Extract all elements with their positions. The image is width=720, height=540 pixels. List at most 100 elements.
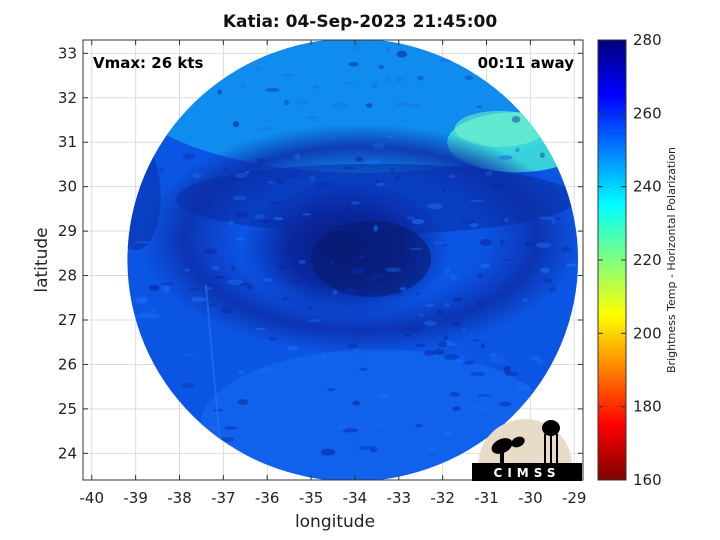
- texture-speck: [476, 105, 482, 108]
- texture-speck: [348, 342, 358, 349]
- texture-speck: [305, 307, 315, 310]
- texture-speck: [479, 263, 491, 268]
- texture-speck: [203, 248, 218, 255]
- texture-speck: [409, 326, 423, 333]
- texture-speck: [565, 263, 578, 267]
- texture-speck: [504, 218, 509, 223]
- texture-speck: [211, 424, 220, 431]
- texture-speck: [254, 213, 266, 220]
- texture-speck: [267, 180, 278, 184]
- texture-speck: [479, 239, 493, 246]
- texture-speck: [365, 159, 382, 165]
- texture-speck: [461, 328, 467, 332]
- y-tick-label: 29: [58, 222, 77, 240]
- texture-speck: [302, 213, 311, 216]
- texture-speck: [281, 296, 289, 301]
- swath-detail: [127, 40, 579, 480]
- y-tick-label: 27: [58, 311, 77, 329]
- texture-speck: [360, 378, 375, 381]
- texture-speck: [338, 424, 347, 431]
- texture-speck: [239, 82, 246, 89]
- texture-speck: [375, 179, 381, 186]
- warm-region-core: [454, 110, 545, 147]
- texture-speck: [184, 268, 190, 272]
- texture-speck: [452, 406, 461, 411]
- texture-speck: [396, 50, 408, 58]
- texture-speck: [316, 182, 331, 187]
- texture-speck: [244, 171, 250, 174]
- texture-speck: [452, 321, 462, 328]
- texture-speck: [343, 167, 356, 170]
- texture-speck: [237, 282, 252, 286]
- texture-speck: [320, 448, 336, 456]
- axes-box: [82, 39, 584, 481]
- texture-speck: [426, 446, 438, 452]
- texture-speck: [423, 350, 436, 356]
- storm-eye: [311, 220, 432, 297]
- texture-speck: [360, 204, 366, 208]
- texture-speck: [406, 216, 416, 220]
- texture-speck: [330, 134, 336, 139]
- texture-speck: [352, 400, 361, 406]
- texture-speck: [294, 153, 301, 161]
- texture-speck: [254, 327, 266, 330]
- x-tick-label: -36: [255, 489, 280, 507]
- texture-speck: [350, 201, 360, 205]
- texture-speck: [485, 171, 493, 176]
- texture-speck: [135, 297, 149, 304]
- colorbar-tick-label: 180: [633, 398, 662, 416]
- texture-speck: [444, 354, 459, 360]
- texture-speck: [230, 265, 236, 272]
- y-tick-label: 33: [58, 44, 77, 62]
- texture-speck: [471, 406, 480, 409]
- texture-speck: [415, 424, 423, 427]
- texture-speck: [257, 158, 265, 165]
- colorbar-tick-label: 220: [633, 251, 662, 269]
- texture-speck: [498, 155, 513, 160]
- texture-speck: [223, 167, 229, 172]
- texture-speck: [304, 426, 315, 431]
- texture-speck: [192, 172, 202, 179]
- texture-speck: [227, 279, 243, 286]
- texture-speck: [407, 326, 413, 331]
- texture-speck: [443, 302, 450, 308]
- cimss-logo: CIMSS: [472, 419, 582, 481]
- logo-banner: [472, 463, 582, 481]
- texture-speck: [538, 216, 554, 220]
- x-tick-label: -33: [387, 489, 412, 507]
- texture-speck: [372, 142, 385, 150]
- texture-speck: [344, 81, 356, 84]
- logo-water-tower: [542, 420, 560, 464]
- texture-speck: [461, 219, 476, 225]
- texture-speck: [469, 200, 485, 203]
- x-tick-label: -38: [167, 489, 192, 507]
- y-tick-label: 26: [58, 355, 77, 373]
- texture-speck: [515, 384, 530, 391]
- texture-speck: [213, 275, 225, 279]
- texture-speck: [417, 76, 424, 81]
- texture-speck: [210, 265, 220, 271]
- texture-speck: [539, 152, 545, 159]
- texture-speck: [273, 216, 284, 221]
- texture-speck: [480, 407, 493, 410]
- texture-speck: [234, 172, 248, 179]
- texture-speck: [414, 292, 421, 295]
- texture-speck: [283, 173, 300, 178]
- texture-speck: [296, 99, 309, 106]
- texture-speck: [262, 278, 273, 283]
- texture-speck: [360, 128, 368, 131]
- texture-speck: [535, 242, 551, 248]
- y-tick-label: 32: [58, 89, 77, 107]
- texture-speck: [331, 102, 348, 109]
- texture-speck: [449, 273, 458, 281]
- texture-speck: [375, 182, 385, 187]
- texture-speck: [470, 371, 486, 376]
- colorbar-tick-label: 160: [633, 471, 662, 489]
- texture-speck: [332, 289, 338, 295]
- texture-speck: [135, 314, 150, 319]
- y-axis-ticks: 24 25 26 27 28 29 30 31 32 33: [58, 44, 583, 462]
- texture-speck: [480, 343, 485, 348]
- texture-speck: [343, 287, 358, 294]
- texture-speck: [424, 303, 435, 308]
- texture-speck: [358, 445, 371, 450]
